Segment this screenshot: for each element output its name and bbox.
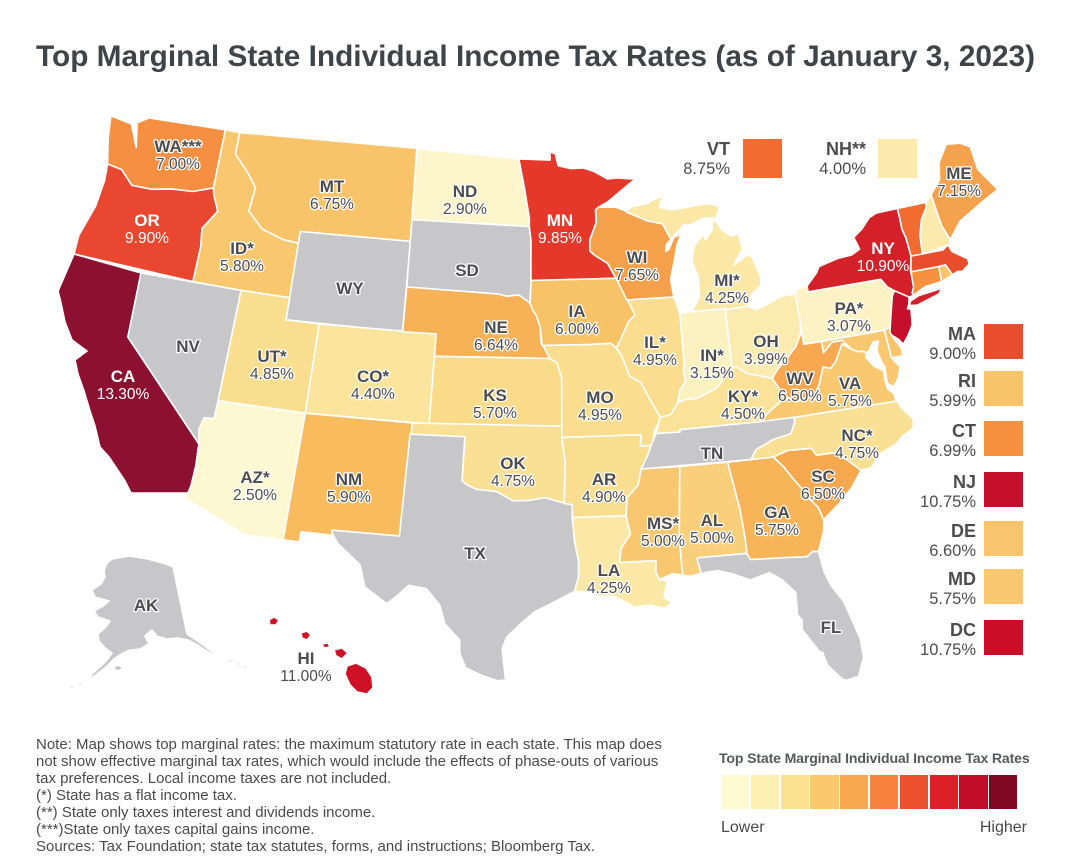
svg-text:6.99%: 6.99% xyxy=(929,442,976,460)
svg-text:MO: MO xyxy=(586,388,613,407)
svg-text:6.50%: 6.50% xyxy=(801,486,845,503)
svg-text:6.75%: 6.75% xyxy=(310,196,354,213)
svg-text:10.90%: 10.90% xyxy=(857,258,910,275)
svg-text:TN: TN xyxy=(701,444,724,463)
svg-text:4.00%: 4.00% xyxy=(819,160,866,178)
svg-text:4.95%: 4.95% xyxy=(578,407,622,424)
svg-text:AR: AR xyxy=(592,470,617,489)
svg-text:6.00%: 6.00% xyxy=(555,321,599,338)
svg-text:NH**: NH** xyxy=(826,139,866,159)
svg-text:MT: MT xyxy=(320,177,345,196)
svg-text:CT: CT xyxy=(952,421,976,441)
svg-text:UT*: UT* xyxy=(257,347,287,366)
svg-text:NE: NE xyxy=(484,318,508,337)
svg-text:13.30%: 13.30% xyxy=(97,386,150,403)
svg-text:10.75%: 10.75% xyxy=(920,493,976,511)
svg-text:2.90%: 2.90% xyxy=(443,201,487,218)
svg-text:AZ*: AZ* xyxy=(240,468,270,487)
svg-text:9.85%: 9.85% xyxy=(538,230,582,247)
svg-text:4.90%: 4.90% xyxy=(582,489,626,506)
svg-text:5.80%: 5.80% xyxy=(220,258,264,275)
svg-text:WI: WI xyxy=(627,248,648,267)
svg-text:MN: MN xyxy=(547,211,573,230)
svg-text:5.75%: 5.75% xyxy=(755,522,799,539)
svg-text:NC*: NC* xyxy=(841,426,873,445)
svg-text:9.90%: 9.90% xyxy=(125,230,169,247)
svg-text:5.75%: 5.75% xyxy=(828,393,872,410)
svg-text:OR: OR xyxy=(134,211,160,230)
svg-text:VA: VA xyxy=(839,374,861,393)
svg-text:4.50%: 4.50% xyxy=(721,406,765,423)
svg-text:6.60%: 6.60% xyxy=(929,542,976,560)
svg-text:LA: LA xyxy=(598,561,621,580)
svg-text:KS: KS xyxy=(483,386,507,405)
svg-text:RI: RI xyxy=(958,371,976,391)
svg-text:9.00%: 9.00% xyxy=(929,345,976,363)
svg-text:IA: IA xyxy=(569,302,586,321)
svg-text:4.85%: 4.85% xyxy=(250,366,294,383)
svg-text:HI: HI xyxy=(298,649,315,668)
svg-text:SC: SC xyxy=(811,467,835,486)
svg-text:NV: NV xyxy=(176,337,200,356)
svg-text:10.75%: 10.75% xyxy=(920,641,976,659)
svg-text:5.99%: 5.99% xyxy=(929,392,976,410)
svg-text:KY*: KY* xyxy=(728,387,759,406)
svg-text:5.00%: 5.00% xyxy=(641,533,685,550)
svg-text:2.50%: 2.50% xyxy=(233,487,277,504)
svg-text:4.25%: 4.25% xyxy=(705,290,749,307)
svg-text:4.40%: 4.40% xyxy=(351,386,395,403)
svg-text:3.07%: 3.07% xyxy=(827,318,871,335)
svg-text:MS*: MS* xyxy=(647,514,680,533)
svg-text:NM: NM xyxy=(336,470,362,489)
svg-text:DC: DC xyxy=(950,620,976,640)
svg-text:WV: WV xyxy=(786,369,814,388)
svg-text:NY: NY xyxy=(871,239,895,258)
svg-text:4.75%: 4.75% xyxy=(491,473,535,490)
svg-text:7.65%: 7.65% xyxy=(615,267,659,284)
svg-text:SD: SD xyxy=(455,261,479,280)
svg-text:8.75%: 8.75% xyxy=(683,160,730,178)
svg-text:3.15%: 3.15% xyxy=(690,365,734,382)
svg-text:4.75%: 4.75% xyxy=(835,445,879,462)
svg-text:WY: WY xyxy=(336,279,364,298)
svg-text:5.75%: 5.75% xyxy=(929,590,976,608)
svg-text:AK: AK xyxy=(134,596,159,615)
svg-text:4.95%: 4.95% xyxy=(633,352,677,369)
svg-text:ME: ME xyxy=(946,164,972,183)
svg-text:MA: MA xyxy=(948,324,976,344)
svg-text:7.15%: 7.15% xyxy=(937,183,981,200)
svg-text:11.00%: 11.00% xyxy=(280,668,332,685)
svg-text:5.90%: 5.90% xyxy=(327,489,371,506)
svg-text:CA: CA xyxy=(111,367,136,386)
svg-text:FL: FL xyxy=(821,618,842,637)
svg-text:6.50%: 6.50% xyxy=(778,388,822,405)
svg-text:7.00%: 7.00% xyxy=(156,156,200,173)
svg-text:MI*: MI* xyxy=(714,271,740,290)
svg-text:WA***: WA*** xyxy=(154,137,202,156)
svg-text:IN*: IN* xyxy=(700,346,724,365)
svg-text:PA*: PA* xyxy=(835,299,864,318)
svg-text:MD: MD xyxy=(948,569,976,589)
svg-text:OH: OH xyxy=(753,332,779,351)
svg-text:VT: VT xyxy=(707,139,730,159)
svg-text:CO*: CO* xyxy=(357,367,390,386)
svg-text:5.00%: 5.00% xyxy=(690,530,734,547)
svg-text:IL*: IL* xyxy=(644,333,666,352)
svg-text:ID*: ID* xyxy=(230,239,254,258)
svg-text:GA: GA xyxy=(764,503,790,522)
svg-text:DE: DE xyxy=(951,521,976,541)
svg-text:6.64%: 6.64% xyxy=(474,337,518,354)
svg-text:4.25%: 4.25% xyxy=(587,580,631,597)
svg-text:TX: TX xyxy=(464,544,486,563)
svg-text:AL: AL xyxy=(701,511,724,530)
svg-text:ND: ND xyxy=(453,182,478,201)
svg-text:3.99%: 3.99% xyxy=(744,351,788,368)
svg-text:5.70%: 5.70% xyxy=(473,405,517,422)
svg-text:NJ: NJ xyxy=(953,472,976,492)
svg-text:OK: OK xyxy=(500,454,526,473)
